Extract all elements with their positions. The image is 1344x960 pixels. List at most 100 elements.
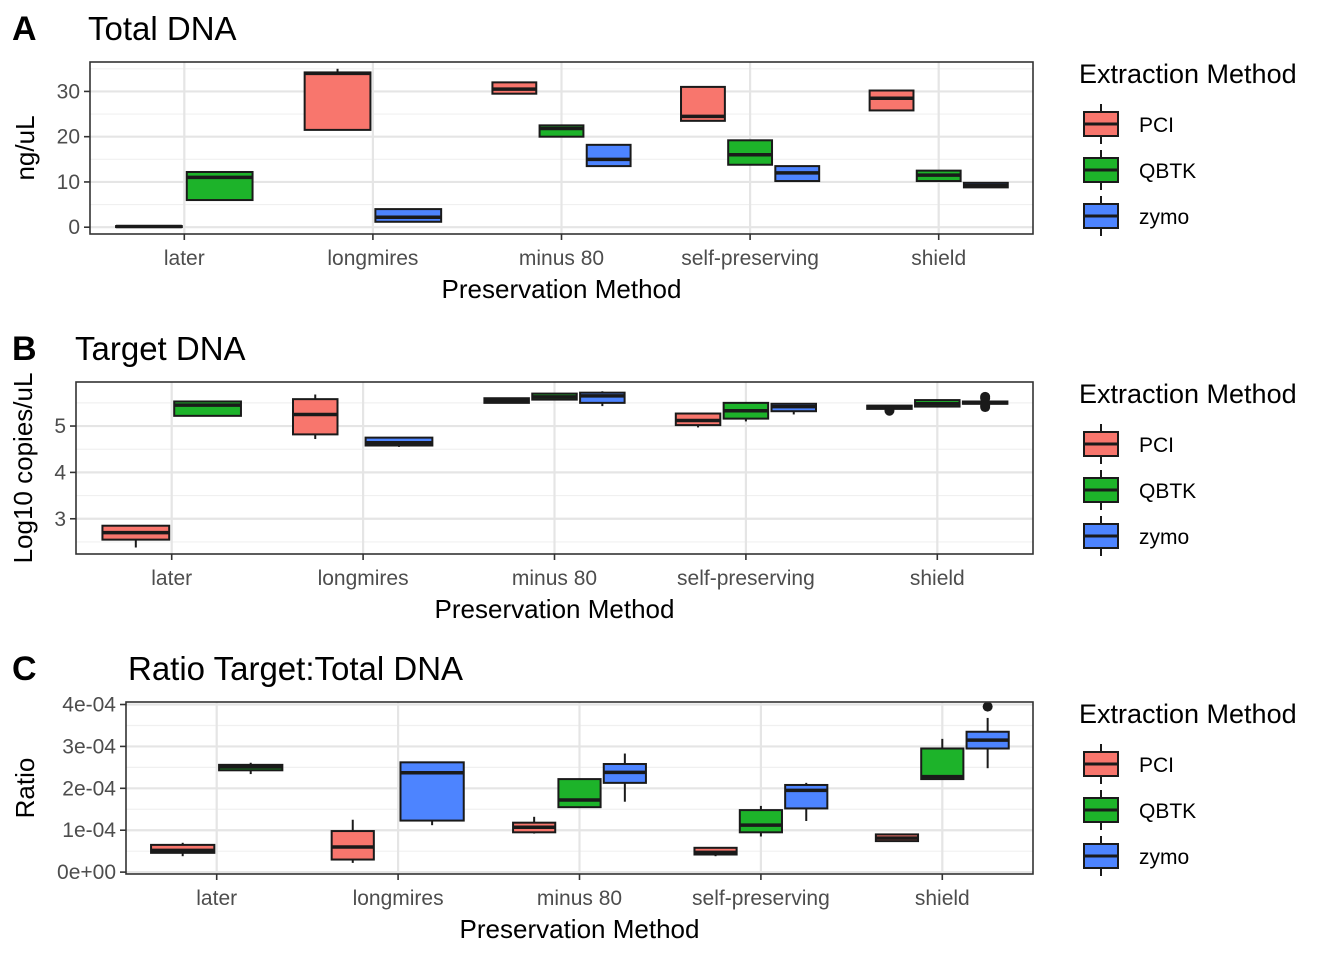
box-minus-80-zymo [602, 753, 647, 802]
box-rect [784, 783, 829, 810]
box-minus-80-qbtk [538, 124, 585, 138]
y-tick-label: 2e-04 [62, 777, 116, 800]
legend: Extraction Method PCI QBTK zymo [1079, 699, 1297, 876]
legend-label: PCI [1139, 754, 1174, 777]
x-tick-label: self-preserving [677, 567, 815, 590]
box-shield-qbtk [914, 399, 961, 408]
x-axis-title: Preservation Method [460, 914, 700, 944]
box-self-preserving-zymo [784, 782, 829, 821]
legend-label: QBTK [1139, 160, 1196, 183]
legend-key-qbtk [1083, 470, 1119, 510]
box-self-preserving-qbtk [722, 401, 770, 422]
box-rect [727, 139, 774, 166]
y-axis-title: Log10 copies/uL [8, 373, 38, 564]
y-tick-label: 5 [54, 415, 66, 438]
legend-label: PCI [1139, 434, 1174, 457]
legend-label: zymo [1139, 846, 1189, 869]
box-longmires-zymo [374, 208, 443, 223]
panel-title: Ratio Target:Total DNA [128, 650, 463, 687]
box-minus-80-qbtk [557, 778, 602, 809]
legend-label: zymo [1139, 526, 1189, 549]
box-minus-80-zymo [579, 391, 626, 407]
box-rect [579, 391, 626, 404]
box-later-qbtk [173, 400, 242, 417]
box-longmires-pci [291, 394, 339, 440]
box-later-qbtk [218, 762, 284, 775]
box-longmires-pci [303, 68, 372, 131]
x-axis-title: Preservation Method [435, 594, 675, 624]
box-rect [538, 124, 585, 138]
box-shield-qbtk [915, 169, 962, 183]
legend-label: QBTK [1139, 480, 1196, 503]
y-tick-label: 1e-04 [62, 819, 116, 842]
x-tick-label: self-preserving [681, 247, 819, 270]
box-minus-80-zymo [585, 143, 632, 168]
x-tick-label: longmires [327, 247, 418, 270]
box-minus-80-pci [512, 816, 557, 834]
legend-key-pci [1083, 744, 1119, 784]
box-self-preserving-qbtk [727, 139, 774, 166]
y-tick-label: 0e+00 [57, 861, 116, 884]
legend: Extraction Method PCI QBTK zymo [1079, 59, 1297, 236]
box-minus-80-pci [483, 397, 530, 404]
legend-label: PCI [1139, 114, 1174, 137]
box-self-preserving-pci [674, 412, 722, 428]
box-rect [738, 809, 783, 834]
y-tick-label: 10 [57, 171, 80, 194]
box-rect [920, 747, 965, 781]
y-tick-label: 3e-04 [62, 735, 116, 758]
box-shield-zymo [961, 391, 1009, 413]
legend: Extraction Method PCI QBTK zymo [1079, 379, 1297, 556]
x-tick-label: shield [911, 247, 966, 270]
box-self-preserving-zymo [770, 402, 818, 415]
box-longmires-zymo [399, 761, 465, 826]
panel-letter: A [12, 10, 37, 48]
x-tick-label: self-preserving [692, 887, 830, 910]
outlier-point [982, 701, 993, 712]
panel-letter: C [12, 650, 37, 688]
legend-key-pci [1083, 424, 1119, 464]
box-shield-pci [868, 89, 915, 112]
box-later-pci [115, 224, 183, 229]
panel-title: Total DNA [88, 10, 237, 47]
box-self-preserving-zymo [774, 165, 821, 183]
box-rect [557, 778, 602, 809]
y-axis-title: Ratio [10, 758, 40, 819]
legend-label: zymo [1139, 206, 1189, 229]
legend-label: QBTK [1139, 800, 1196, 823]
x-tick-label: later [151, 567, 192, 590]
box-rect [868, 89, 915, 112]
box-later-pci [101, 524, 171, 548]
x-tick-label: minus 80 [512, 567, 597, 590]
x-tick-label: shield [915, 887, 970, 910]
legend-key-qbtk [1083, 150, 1119, 190]
box-self-preserving-pci [680, 85, 726, 122]
x-tick-label: shield [910, 567, 965, 590]
legend-key-zymo [1083, 196, 1119, 236]
y-axis-title: ng/uL [10, 115, 40, 180]
box-minus-80-qbtk [531, 392, 578, 401]
box-later-pci [150, 842, 216, 857]
panel-b: 3 4 5 later longmires minus 80 self-preserving… [8, 330, 1297, 624]
box-shield-qbtk [920, 738, 965, 781]
box-rect [291, 398, 339, 436]
box-later-qbtk [185, 170, 254, 202]
y-tick-label: 20 [57, 126, 80, 149]
panel-c: 0e+00 1e-04 2e-04 3e-04 4e-04 later longmires m… [10, 650, 1297, 944]
box-rect [303, 71, 372, 131]
panel-letter: B [12, 330, 37, 368]
x-axis-title: Preservation Method [442, 274, 682, 304]
box-minus-80-pci [491, 81, 538, 95]
outlier-point [884, 405, 895, 416]
box-rect [374, 208, 443, 223]
legend-key-pci [1083, 104, 1119, 144]
legend-key-zymo [1083, 836, 1119, 876]
outlier-point [980, 391, 991, 402]
legend-title: Extraction Method [1079, 379, 1297, 409]
legend-title: Extraction Method [1079, 59, 1297, 89]
box-rect [585, 143, 632, 168]
x-tick-label: later [164, 247, 205, 270]
panel-a: 0 10 20 30 later longmires minus 80 self-preser… [10, 10, 1297, 304]
y-tick-label: 30 [57, 80, 80, 103]
